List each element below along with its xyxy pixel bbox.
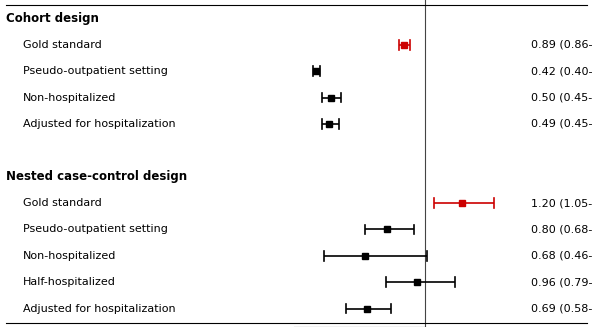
Text: Half-hospitalized: Half-hospitalized — [23, 277, 116, 287]
Text: 0.68 (0.46-1.01): 0.68 (0.46-1.01) — [531, 251, 593, 261]
Text: Nested case-control design: Nested case-control design — [6, 170, 187, 183]
Text: 0.42 (0.40-0.44): 0.42 (0.40-0.44) — [531, 66, 593, 76]
Text: 0.50 (0.45-0.55): 0.50 (0.45-0.55) — [531, 93, 593, 103]
Text: Pseudo-outpatient setting: Pseudo-outpatient setting — [23, 66, 168, 76]
Text: Gold standard: Gold standard — [23, 40, 102, 50]
Text: 0.49 (0.45-0.54): 0.49 (0.45-0.54) — [531, 119, 593, 129]
Text: Pseudo-outpatient setting: Pseudo-outpatient setting — [23, 224, 168, 234]
Text: 0.69 (0.58-0.82): 0.69 (0.58-0.82) — [531, 303, 593, 314]
Text: Cohort design: Cohort design — [6, 12, 99, 25]
Text: 0.80 (0.68-0.94): 0.80 (0.68-0.94) — [531, 224, 593, 234]
Text: 0.89 (0.86-0.92): 0.89 (0.86-0.92) — [531, 40, 593, 50]
Text: Non-hospitalized: Non-hospitalized — [23, 93, 116, 103]
Text: Adjusted for hospitalization: Adjusted for hospitalization — [23, 119, 176, 129]
Text: Gold standard: Gold standard — [23, 198, 102, 208]
Text: Adjusted for hospitalization: Adjusted for hospitalization — [23, 303, 176, 314]
Text: Non-hospitalized: Non-hospitalized — [23, 251, 116, 261]
Text: 0.96 (0.79-1.16): 0.96 (0.79-1.16) — [531, 277, 593, 287]
Text: 1.20 (1.05-1.37): 1.20 (1.05-1.37) — [531, 198, 593, 208]
